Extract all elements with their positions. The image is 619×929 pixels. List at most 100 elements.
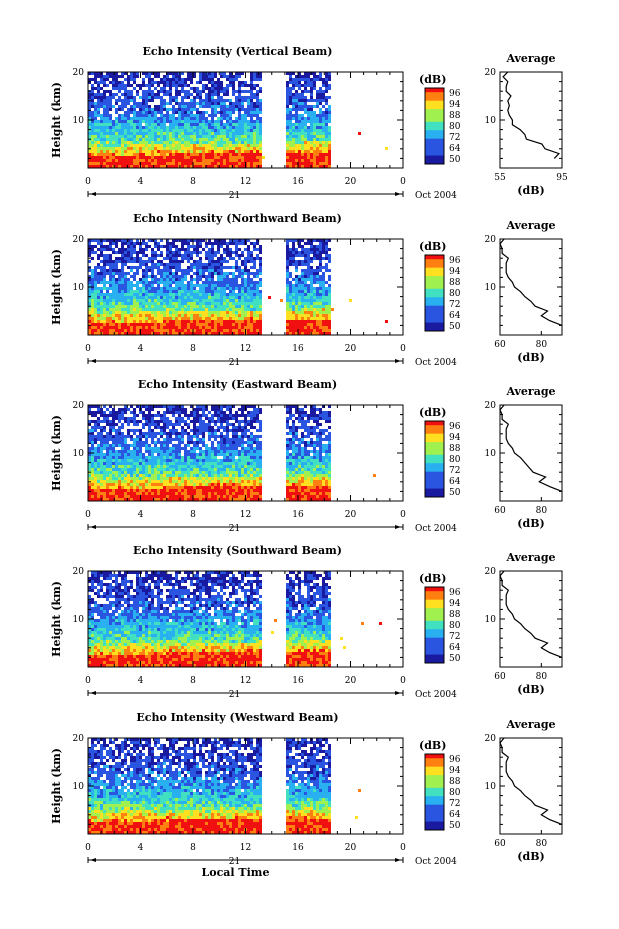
time-tick-label: 12: [240, 177, 251, 187]
panel-title: Echo Intensity (Southward Beam): [133, 544, 342, 557]
echo-heatmap: [88, 72, 388, 168]
time-tick-label: 16: [292, 510, 304, 520]
time-tick-label: 0: [85, 843, 91, 853]
time-tick-label: 0: [85, 344, 91, 354]
colorbar-tick-label: 96: [449, 256, 461, 266]
panel-5: Echo Intensity (Westward Beam) 10 20 Height…: [50, 711, 563, 867]
height-tick-label: 20: [73, 235, 85, 245]
colorbar-tick-label: 72: [449, 632, 460, 642]
height-tick-label: 20: [73, 734, 85, 744]
time-tick-label: 0: [400, 676, 406, 686]
panel-title: Echo Intensity (Vertical Beam): [142, 45, 332, 58]
day-label: 21: [229, 857, 240, 867]
date-label: Oct 2004: [415, 690, 457, 700]
day-label: 21: [229, 358, 240, 368]
average-profile: Average 10 20 60 80(dB): [485, 385, 563, 530]
date-label: Oct 2004: [415, 857, 457, 867]
average-profile: Average 10 20 55 95 (dB): [485, 52, 568, 197]
profile-x-tick: 80: [536, 672, 548, 682]
time-tick-label: 8: [190, 843, 196, 853]
profile-x-tick: 80: [536, 839, 548, 849]
height-tick-label: 10: [73, 283, 85, 293]
profile-x-tick: 80: [536, 506, 548, 516]
profile-x-tick: 55: [494, 173, 506, 183]
day-label: 21: [229, 524, 240, 534]
profile-line: [499, 570, 563, 658]
time-tick-label: 16: [292, 344, 304, 354]
profile-x-tick: 60: [494, 340, 506, 350]
day-label: 21: [229, 191, 240, 201]
time-tick-label: 0: [400, 510, 406, 520]
profile-height-tick: 10: [485, 782, 497, 792]
profile-height-tick: 20: [485, 734, 497, 744]
height-tick-label: 10: [73, 116, 85, 126]
profile-height-tick: 10: [485, 116, 497, 126]
time-tick-label: 4: [138, 344, 144, 354]
height-tick-label: 20: [73, 401, 85, 411]
colorbar-unit: (dB): [419, 73, 446, 86]
colorbar-tick-label: 72: [449, 300, 460, 310]
profile-x-tick: 60: [494, 506, 506, 516]
profile-title: Average: [505, 551, 555, 564]
profile-line: [499, 238, 563, 326]
profile-unit: (dB): [517, 850, 544, 863]
time-tick-label: 8: [190, 676, 196, 686]
height-axis-label: Height (km): [50, 415, 63, 491]
colorbar-tick-label: 72: [449, 799, 460, 809]
profile-height-tick: 20: [485, 68, 497, 78]
profile-title: Average: [505, 219, 555, 232]
colorbar-tick-label: 72: [449, 466, 460, 476]
colorbar-tick-label: 80: [449, 122, 461, 132]
date-label: Oct 2004: [415, 524, 457, 534]
profile-unit: (dB): [517, 351, 544, 364]
time-tick-label: 4: [138, 843, 144, 853]
profile-title: Average: [505, 718, 555, 731]
time-tick-label: 0: [85, 177, 91, 187]
profile-height-tick: 20: [485, 235, 497, 245]
colorbar-tick-label: 50: [449, 322, 461, 332]
height-axis-label: Height (km): [50, 748, 63, 824]
time-tick-label: 12: [240, 344, 251, 354]
time-tick-label: 20: [345, 177, 357, 187]
profile-height-tick: 20: [485, 567, 497, 577]
colorbar-tick-label: 80: [449, 289, 461, 299]
height-tick-label: 10: [73, 449, 85, 459]
profile-line: [499, 404, 563, 492]
time-tick-label: 4: [138, 177, 144, 187]
height-tick-label: 20: [73, 567, 85, 577]
time-tick-label: 20: [345, 676, 357, 686]
profile-title: Average: [505, 52, 555, 65]
time-tick-label: 8: [190, 344, 196, 354]
colorbar-tick-label: 96: [449, 588, 461, 598]
colorbar-unit: (dB): [419, 240, 446, 253]
colorbar-tick-label: 88: [449, 111, 461, 121]
time-tick-label: 4: [138, 510, 144, 520]
colorbar-tick-label: 80: [449, 621, 461, 631]
time-tick-label: 0: [85, 510, 91, 520]
time-tick-label: 20: [345, 843, 357, 853]
colorbar-tick-label: 96: [449, 422, 461, 432]
colorbar-unit: (dB): [419, 572, 446, 585]
profile-x-tick: 60: [494, 839, 506, 849]
profile-line: [502, 71, 560, 159]
time-tick-label: 12: [240, 843, 251, 853]
time-tick-label: 16: [292, 676, 304, 686]
colorbar-tick-label: 88: [449, 610, 461, 620]
profile-title: Average: [505, 385, 555, 398]
panel-title: Echo Intensity (Westward Beam): [136, 711, 338, 724]
colorbar-tick-label: 50: [449, 821, 461, 831]
colorbar-unit: (dB): [419, 739, 446, 752]
colorbar-tick-label: 88: [449, 444, 461, 454]
colorbar-tick-label: 64: [449, 810, 461, 820]
height-axis-label: Height (km): [50, 581, 63, 657]
profile-x-tick: 80: [536, 340, 548, 350]
colorbar-tick-label: 50: [449, 488, 461, 498]
average-profile: Average 10 20 60 80(dB): [485, 718, 563, 863]
colorbar-tick-label: 80: [449, 455, 461, 465]
time-tick-label: 8: [190, 510, 196, 520]
